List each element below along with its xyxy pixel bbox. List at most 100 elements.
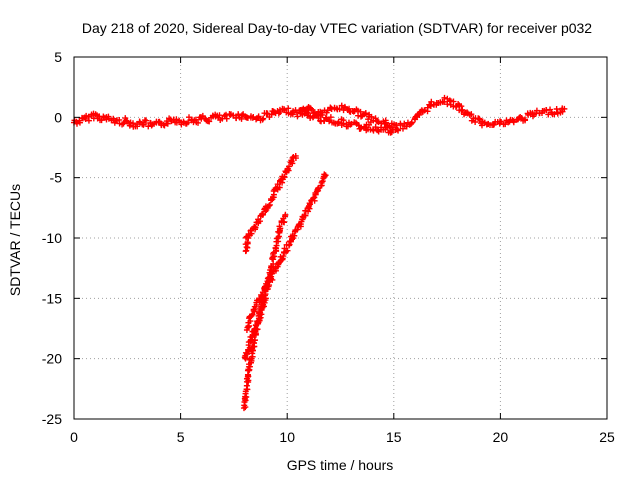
- data-point: [510, 119, 517, 126]
- data-point: [522, 116, 529, 123]
- x-tick-label: 15: [386, 429, 402, 445]
- series-baseline: [70, 94, 568, 133]
- data-point: [275, 238, 282, 245]
- data-point: [271, 109, 278, 116]
- series-arc-1: [242, 152, 299, 255]
- data-point: [255, 113, 262, 120]
- data-point: [383, 124, 390, 131]
- data-point: [244, 239, 251, 246]
- data-point: [441, 98, 448, 105]
- data-point: [347, 121, 354, 128]
- data-point: [251, 308, 258, 315]
- data-point: [375, 119, 382, 126]
- data-point: [476, 116, 483, 123]
- data-point: [322, 172, 329, 179]
- data-point: [459, 106, 466, 113]
- data-point: [272, 267, 279, 274]
- y-tick-label: -25: [42, 411, 62, 427]
- data-point: [372, 124, 379, 131]
- data-point: [388, 129, 395, 136]
- tick-labels: 0 5 10 15 20 25 -25 -20 -15 -10 -5 0 5: [42, 49, 615, 445]
- data-point: [246, 344, 253, 351]
- data-point: [266, 202, 273, 209]
- data-point: [502, 121, 509, 128]
- data-point: [277, 225, 284, 232]
- data-point: [338, 102, 345, 109]
- data-point: [280, 253, 287, 260]
- data-point: [297, 221, 304, 228]
- data-point: [326, 118, 333, 125]
- grid: [74, 57, 607, 419]
- data-point: [282, 213, 289, 220]
- series-secondary-track: [296, 106, 402, 136]
- y-tick-label: 5: [54, 49, 62, 65]
- data-point: [374, 118, 381, 125]
- data-point: [468, 111, 475, 118]
- data-point: [264, 110, 271, 117]
- data-point: [140, 121, 147, 128]
- data-point: [397, 122, 404, 129]
- data-point: [277, 108, 284, 115]
- data-point: [73, 120, 80, 127]
- data-point: [185, 119, 192, 126]
- data-point: [238, 112, 245, 119]
- data-point: [306, 201, 313, 208]
- data-point: [408, 119, 415, 126]
- axes: [73, 56, 608, 420]
- data-point: [245, 379, 252, 386]
- data-point: [256, 218, 263, 225]
- data-point: [262, 295, 269, 302]
- data-point: [245, 363, 252, 370]
- y-tick-label: -10: [42, 230, 62, 246]
- data-point: [321, 171, 328, 178]
- data-point: [288, 158, 295, 165]
- data-point: [368, 113, 375, 120]
- data-point: [286, 163, 293, 170]
- data-point: [143, 117, 150, 124]
- data-point: [145, 123, 152, 130]
- x-tick-label: 0: [70, 429, 78, 445]
- data-point: [256, 315, 263, 322]
- data-point: [242, 404, 249, 411]
- data-point: [164, 120, 171, 127]
- data-point: [319, 178, 326, 185]
- data-point: [276, 184, 283, 191]
- data-point: [249, 334, 256, 341]
- data-point: [446, 97, 453, 104]
- data-point: [302, 108, 309, 115]
- y-tick-label: -20: [42, 351, 62, 367]
- x-tick-label: 20: [493, 429, 509, 445]
- data-point: [297, 107, 304, 114]
- x-axis-label: GPS time / hours: [287, 457, 394, 473]
- chart-title: Day 218 of 2020, Sidereal Day-to-day VTE…: [82, 20, 592, 36]
- data-point: [281, 219, 288, 226]
- data-point: [268, 111, 275, 118]
- data-point: [223, 115, 230, 122]
- data-point: [444, 101, 451, 108]
- data-point: [195, 119, 202, 126]
- data-point: [285, 105, 292, 112]
- data-point: [561, 105, 568, 112]
- y-tick-label: -5: [50, 170, 63, 186]
- data-point: [455, 101, 462, 108]
- data-point: [260, 115, 267, 122]
- data-point: [366, 121, 373, 128]
- data-point: [252, 305, 259, 312]
- data-point: [206, 118, 213, 125]
- y-tick-label: -15: [42, 290, 62, 306]
- data-point: [553, 106, 560, 113]
- data-point: [317, 113, 324, 120]
- data-point: [362, 110, 369, 117]
- data-point: [395, 127, 402, 134]
- x-tick-label: 10: [279, 429, 295, 445]
- data-point: [365, 116, 372, 123]
- data-point: [266, 201, 273, 208]
- data-point: [113, 117, 120, 124]
- data-point: [243, 393, 250, 400]
- data-point: [336, 106, 343, 113]
- data-point: [281, 173, 288, 180]
- x-tick-label: 25: [599, 429, 615, 445]
- series-arc-4: [241, 295, 269, 362]
